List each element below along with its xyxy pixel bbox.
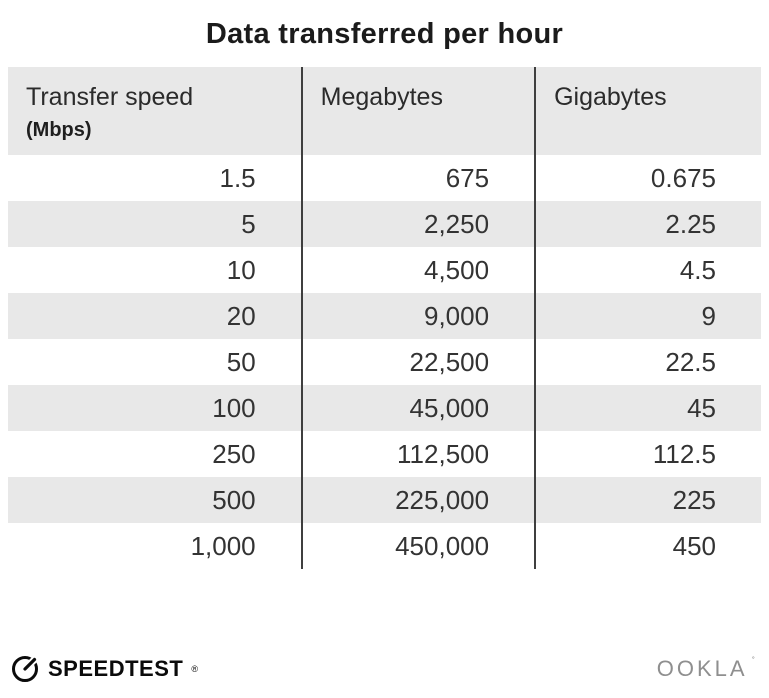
speedtest-wordmark: SPEEDTEST	[48, 656, 184, 681]
header-megabytes-label: Megabytes	[320, 83, 443, 111]
header-transfer-speed-unit: (Mbps)	[26, 119, 92, 141]
cell-gigabytes: 45	[534, 385, 761, 431]
cell-transfer-speed: 1.5	[219, 162, 256, 193]
table-row: 5 2,250 2.25	[8, 201, 761, 247]
speedtest-gauge-icon	[12, 654, 40, 682]
cell-megabytes: 9,000	[300, 293, 536, 339]
cell-gigabytes: 2.25	[534, 201, 761, 247]
table-row: 10 4,500 4.5	[8, 247, 761, 293]
cell-transfer-speed: 250	[212, 438, 256, 469]
table-row: 20 9,000 9	[8, 293, 761, 339]
cell-gigabytes: 112.5	[534, 431, 761, 477]
table-row: 1.5 675 0.675	[8, 155, 761, 201]
cell-transfer-speed: 50	[226, 346, 256, 377]
cell-transfer-speed: 500	[8, 477, 302, 523]
ookla-trademark: ˚	[752, 656, 755, 666]
cell-transfer-speed: 5	[8, 201, 302, 247]
cell-megabytes: 450,000	[300, 523, 536, 569]
table-body: 1.5 675 0.675 5 2,250 2.25 10 4,500 4.5 20 9,000 9 5…	[8, 155, 761, 569]
table-row: 250 112,500 112.5	[8, 431, 761, 477]
ookla-logo: OOKLA ˚	[657, 656, 755, 682]
cell-gigabytes: 450	[534, 523, 761, 569]
cell-gigabytes: 0.675	[534, 155, 761, 201]
cell-transfer-speed: 1,000	[190, 530, 256, 561]
speedtest-logo: SPEEDTEST ®	[10, 654, 198, 684]
table-row: 100 45,000 45	[8, 385, 761, 431]
cell-megabytes: 45,000	[300, 385, 536, 431]
cell-megabytes: 675	[300, 155, 536, 201]
table-header: Transfer speed (Mbps) Megabytes Gigabyte…	[8, 67, 761, 155]
data-table: Transfer speed (Mbps) Megabytes Gigabyte…	[8, 67, 761, 569]
table-row: 1,000 450,000 450	[8, 523, 761, 569]
page-title: Data transferred per hour	[205, 18, 564, 50]
footer: SPEEDTEST ® OOKLA ˚	[10, 654, 755, 684]
cell-gigabytes: 22.5	[534, 339, 761, 385]
cell-megabytes: 2,250	[300, 201, 536, 247]
cell-megabytes: 112,500	[300, 431, 536, 477]
header-transfer-speed: Transfer speed (Mbps)	[8, 67, 302, 155]
header-megabytes: Megabytes	[300, 67, 536, 155]
cell-gigabytes: 225	[534, 477, 761, 523]
header-gigabytes: Gigabytes	[534, 67, 761, 155]
ookla-wordmark: OOKLA	[656, 656, 748, 681]
cell-gigabytes: 9	[534, 293, 761, 339]
cell-transfer-speed: 20	[8, 293, 302, 339]
header-row: Transfer speed (Mbps) Megabytes Gigabyte…	[8, 67, 761, 155]
header-gigabytes-label: Gigabytes	[554, 83, 667, 111]
cell-megabytes: 4,500	[300, 247, 536, 293]
cell-gigabytes: 4.5	[534, 247, 761, 293]
cell-transfer-speed: 10	[226, 254, 256, 285]
header-transfer-speed-label: Transfer speed	[26, 83, 194, 111]
table-row: 500 225,000 225	[8, 477, 761, 523]
table-row: 50 22,500 22.5	[8, 339, 761, 385]
cell-transfer-speed: 100	[8, 385, 302, 431]
cell-megabytes: 22,500	[300, 339, 536, 385]
cell-megabytes: 225,000	[300, 477, 536, 523]
speedtest-registered-mark: ®	[191, 664, 198, 674]
